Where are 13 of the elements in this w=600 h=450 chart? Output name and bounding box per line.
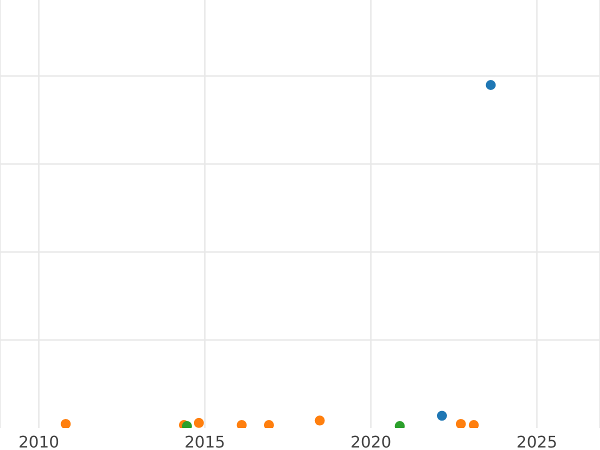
x-tick-label: 2015 [184,432,226,450]
x-tick-label: 2025 [516,432,558,450]
point [60,418,71,428]
point [456,418,466,428]
point [236,420,247,428]
point [264,420,274,428]
point [468,420,479,428]
point [436,410,447,421]
point [486,80,496,90]
x-tick-label: 2020 [350,432,392,450]
point [194,418,204,428]
x-tick-label: 2010 [18,432,60,450]
point [314,416,325,426]
